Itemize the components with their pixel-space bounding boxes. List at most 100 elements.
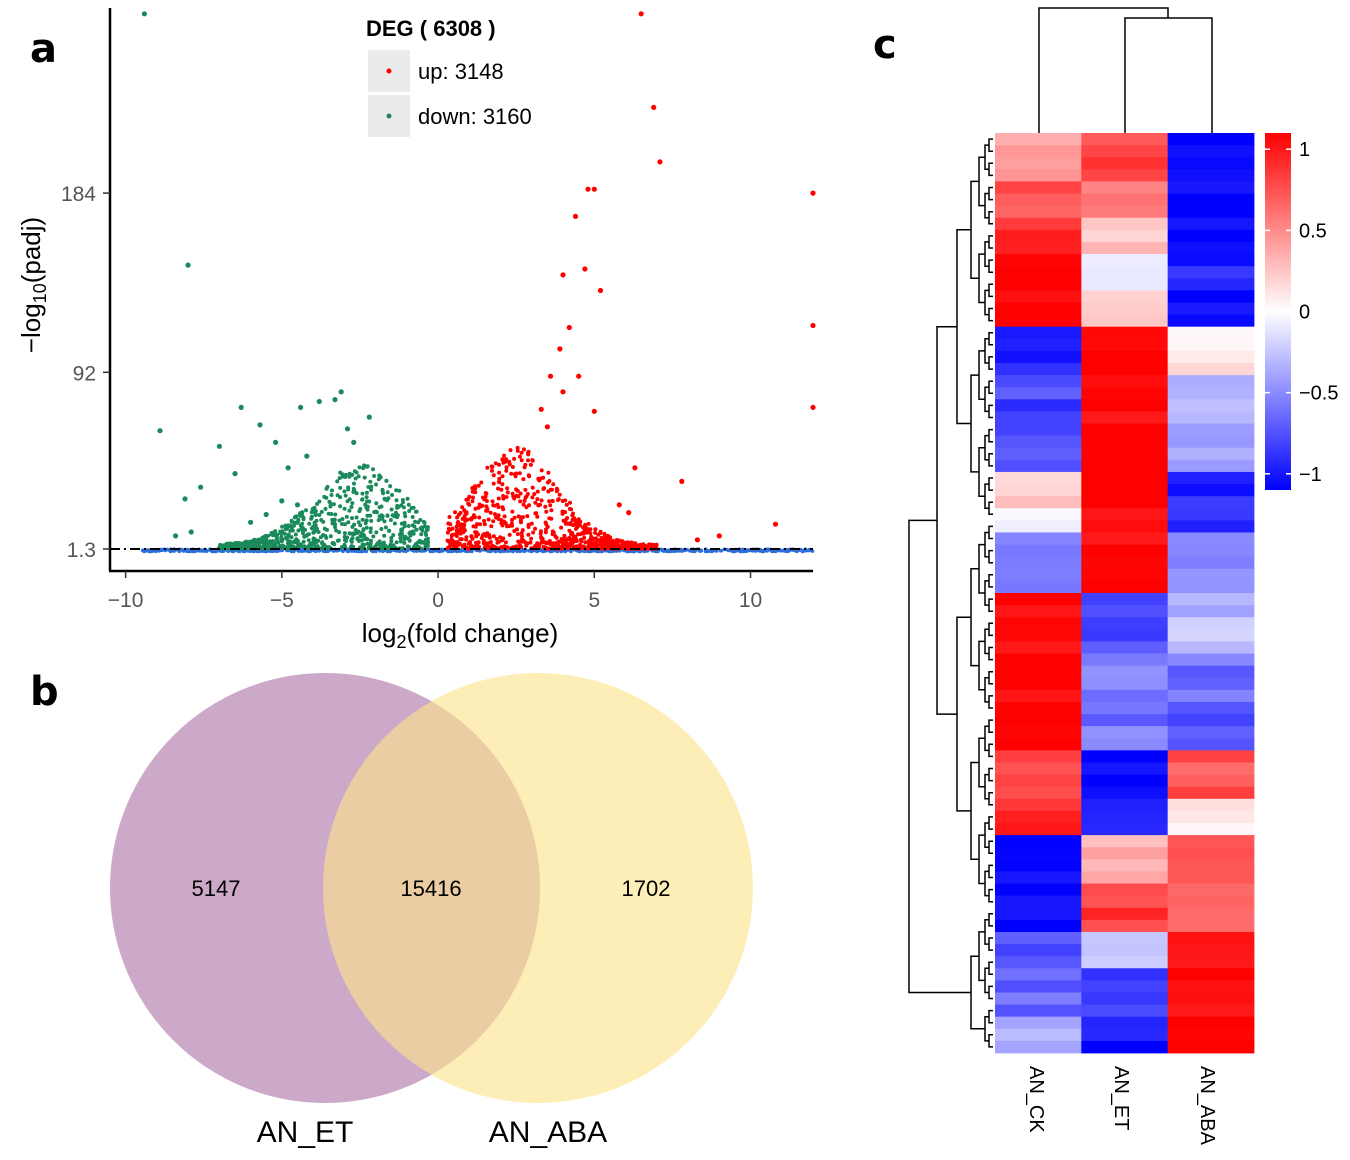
heatmap-cell <box>1081 883 1169 897</box>
volcano-point-down <box>343 544 348 549</box>
volcano-point-up <box>533 500 538 505</box>
volcano-point-down <box>338 504 343 509</box>
volcano-point-up <box>550 498 555 503</box>
volcano-point-up <box>657 159 663 165</box>
heatmap-cell <box>995 798 1082 812</box>
volcano-point-up <box>496 513 501 518</box>
heatmap-cell <box>995 568 1082 582</box>
volcano-point-ns <box>654 549 658 554</box>
volcano-point-down <box>250 544 255 549</box>
volcano-point-down <box>293 539 298 544</box>
volcano-point-down <box>377 539 382 544</box>
heatmap-cell <box>1167 423 1255 437</box>
row-dendro-branch <box>988 453 993 467</box>
heatmap-cell <box>1081 931 1169 945</box>
volcano-point-down <box>247 542 252 547</box>
volcano-point-down <box>368 479 373 484</box>
volcano-point-down <box>298 404 304 410</box>
volcano-point-down <box>292 523 296 528</box>
volcano-point-up <box>546 489 551 494</box>
volcano-point-up <box>501 507 506 512</box>
volcano-point-down <box>280 524 285 529</box>
venn-count-an-et-only: 5147 <box>192 876 241 901</box>
volcano-point-up <box>572 538 577 543</box>
volcano-point-down <box>382 519 387 524</box>
volcano-point-down <box>399 527 404 532</box>
volcano-point-up <box>485 508 490 513</box>
legend-title: DEG ( 6308 ) <box>366 16 496 41</box>
volcano-point-up <box>473 484 477 489</box>
volcano-point-up <box>509 471 514 476</box>
row-dendro-branch <box>988 404 993 419</box>
heatmap-cell <box>995 532 1082 545</box>
volcano-point-up <box>810 322 816 329</box>
venn-label-an-et: AN_ET <box>257 1116 354 1149</box>
volcano-point-up <box>621 544 626 549</box>
volcano-point-down <box>271 542 276 547</box>
heatmap-cell <box>1081 919 1169 933</box>
volcano-point-up <box>484 534 489 538</box>
volcano-point-up <box>517 471 522 476</box>
x-tick-label: −5 <box>270 589 294 612</box>
volcano-point-down <box>362 475 367 480</box>
volcano-point-up <box>477 515 482 520</box>
volcano-point-down <box>391 533 396 538</box>
heatmap-cell <box>1167 532 1255 545</box>
row-dendro-branch <box>970 761 979 861</box>
volcano-point-up <box>458 537 463 542</box>
volcano-point-up <box>479 536 484 540</box>
volcano-point-ns <box>691 549 696 554</box>
volcano-point-down <box>364 525 369 530</box>
volcano-point-down <box>333 512 338 517</box>
volcano-point-up <box>547 539 552 543</box>
volcano-point-up <box>505 486 510 491</box>
volcano-point-up <box>533 526 538 531</box>
volcano-point-up <box>519 458 524 463</box>
volcano-point-ns <box>299 548 304 552</box>
volcano-point-down <box>407 509 412 513</box>
volcano-axes <box>108 8 813 573</box>
heatmap-cell <box>1167 689 1255 703</box>
volcano-point-up <box>591 536 596 541</box>
row-dendro-branch <box>988 670 993 685</box>
heatmap-cell <box>1081 810 1169 824</box>
row-dendro-branch <box>988 380 993 395</box>
volcano-point-down <box>350 516 354 521</box>
heatmap-cell <box>1167 350 1255 364</box>
row-dendro-branch <box>988 937 993 951</box>
volcano-point-up <box>564 502 569 507</box>
volcano-point-down <box>419 532 424 537</box>
heatmap-cell <box>1167 774 1255 788</box>
heatmap-cell <box>1167 895 1255 909</box>
volcano-point-down <box>286 532 291 537</box>
heatmap-cell <box>1081 496 1169 509</box>
volcano-point-down <box>394 498 399 503</box>
row-dendro-branch <box>988 477 993 491</box>
volcano-point-down <box>352 481 356 486</box>
volcano-point-down <box>285 465 291 471</box>
volcano-point-up <box>445 530 450 535</box>
heatmap-cell <box>1081 992 1169 1005</box>
heatmap-cell <box>1081 738 1169 751</box>
volcano-point-down <box>361 527 366 532</box>
volcano-point-up <box>514 493 519 498</box>
volcano-point-up <box>504 495 509 499</box>
volcano-point-ns <box>364 549 369 554</box>
volcano-point-down <box>361 532 366 537</box>
volcano-point-up <box>554 535 559 540</box>
volcano-point-down <box>279 536 284 541</box>
volcano-point-up <box>568 522 573 527</box>
volcano-point-down <box>368 526 373 531</box>
volcano-point-up <box>510 465 515 469</box>
heatmap-cell <box>995 1004 1082 1018</box>
volcano-point-up <box>528 462 533 467</box>
heatmap-cell <box>1167 883 1255 897</box>
volcano-point-down <box>377 473 382 478</box>
volcano-point-down <box>354 515 359 520</box>
heatmap-cell <box>995 762 1082 775</box>
volcano-point-down <box>402 541 407 545</box>
volcano-point-up <box>520 534 524 539</box>
heatmap-cell <box>1167 411 1255 424</box>
volcano-point-down <box>387 528 391 533</box>
row-dendro-branch <box>988 622 993 637</box>
